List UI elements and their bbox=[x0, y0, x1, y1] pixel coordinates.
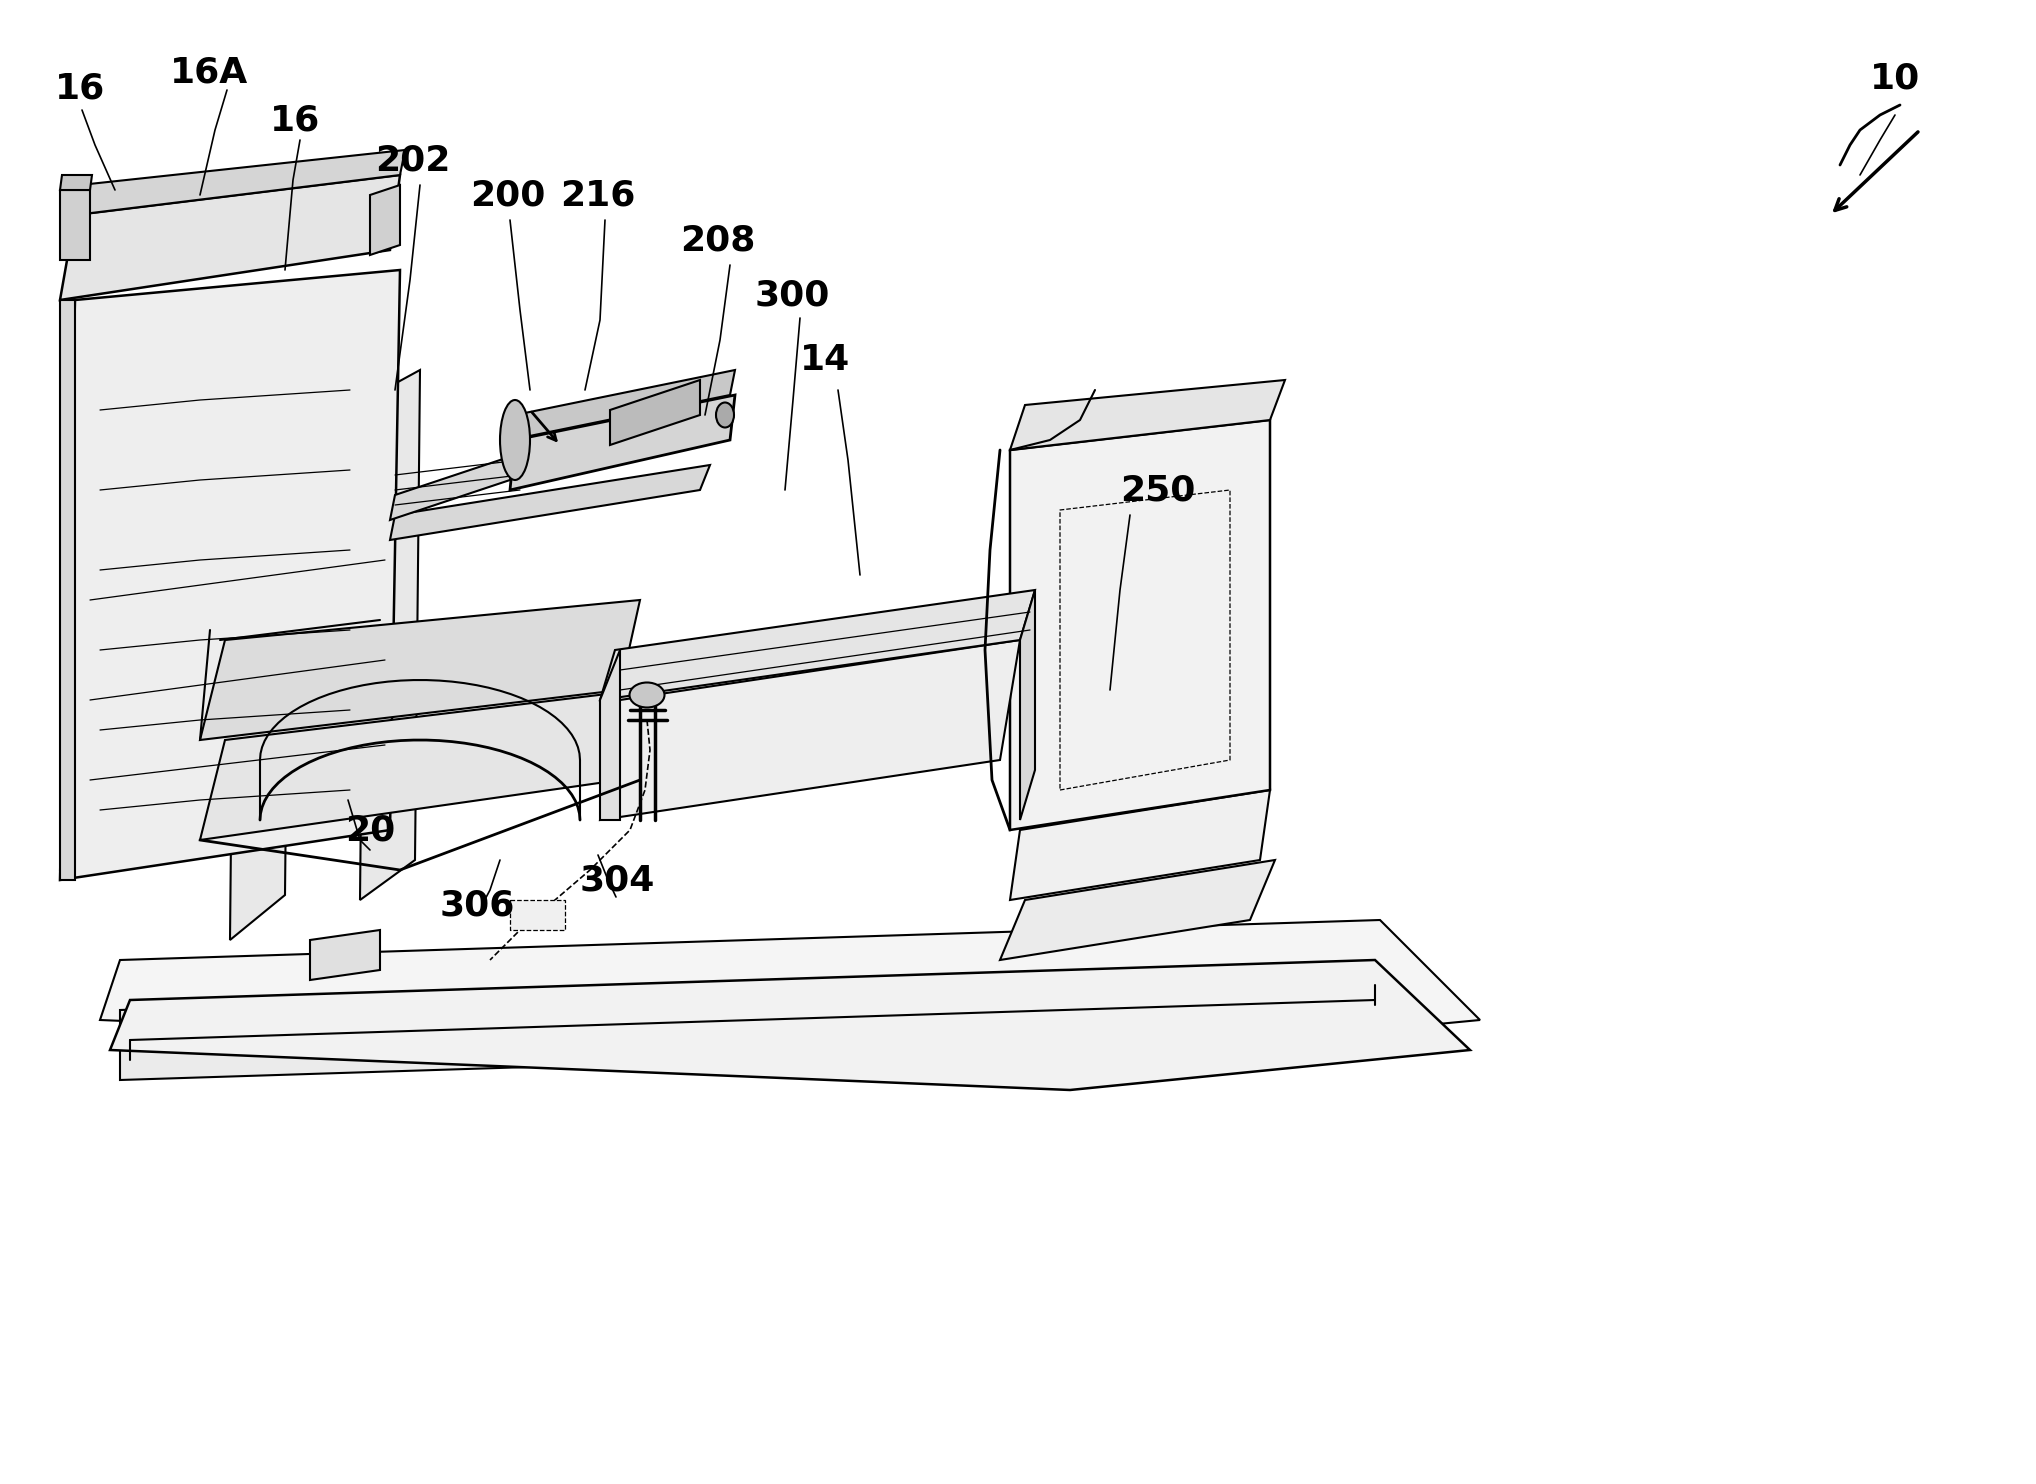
Text: 10: 10 bbox=[1869, 61, 1920, 95]
Text: 16: 16 bbox=[55, 71, 106, 105]
Polygon shape bbox=[59, 300, 75, 880]
Polygon shape bbox=[1010, 380, 1285, 450]
Text: 14: 14 bbox=[800, 343, 851, 377]
Polygon shape bbox=[601, 640, 1020, 821]
Text: 250: 250 bbox=[1120, 473, 1195, 508]
Polygon shape bbox=[200, 600, 639, 741]
Polygon shape bbox=[1000, 861, 1275, 960]
Text: 216: 216 bbox=[560, 178, 635, 212]
Text: 16: 16 bbox=[271, 102, 320, 137]
Text: 200: 200 bbox=[470, 178, 546, 212]
Text: 300: 300 bbox=[755, 278, 831, 312]
Text: 304: 304 bbox=[580, 864, 656, 896]
Polygon shape bbox=[59, 175, 92, 190]
Ellipse shape bbox=[501, 401, 529, 479]
Text: 208: 208 bbox=[680, 223, 755, 257]
Polygon shape bbox=[309, 930, 381, 979]
Ellipse shape bbox=[717, 402, 735, 427]
Polygon shape bbox=[360, 370, 419, 899]
Polygon shape bbox=[509, 395, 735, 490]
Polygon shape bbox=[230, 401, 289, 939]
Polygon shape bbox=[1010, 789, 1270, 899]
Polygon shape bbox=[75, 150, 405, 215]
Text: 20: 20 bbox=[344, 813, 395, 847]
Polygon shape bbox=[611, 380, 700, 445]
Polygon shape bbox=[509, 899, 566, 930]
Polygon shape bbox=[391, 464, 711, 540]
Ellipse shape bbox=[629, 683, 664, 708]
Polygon shape bbox=[59, 600, 106, 870]
Polygon shape bbox=[601, 650, 621, 821]
Polygon shape bbox=[100, 920, 1480, 1060]
Polygon shape bbox=[200, 690, 639, 840]
Polygon shape bbox=[110, 960, 1470, 1091]
Polygon shape bbox=[59, 190, 90, 260]
Polygon shape bbox=[59, 270, 399, 880]
Polygon shape bbox=[371, 186, 399, 255]
Polygon shape bbox=[509, 370, 735, 439]
Polygon shape bbox=[1010, 420, 1270, 830]
Text: 306: 306 bbox=[440, 887, 515, 922]
Text: 202: 202 bbox=[375, 142, 450, 177]
Polygon shape bbox=[120, 965, 1380, 1080]
Polygon shape bbox=[601, 591, 1034, 700]
Polygon shape bbox=[59, 175, 399, 300]
Polygon shape bbox=[391, 456, 515, 519]
Text: 16A: 16A bbox=[169, 55, 248, 89]
Polygon shape bbox=[1020, 591, 1034, 821]
